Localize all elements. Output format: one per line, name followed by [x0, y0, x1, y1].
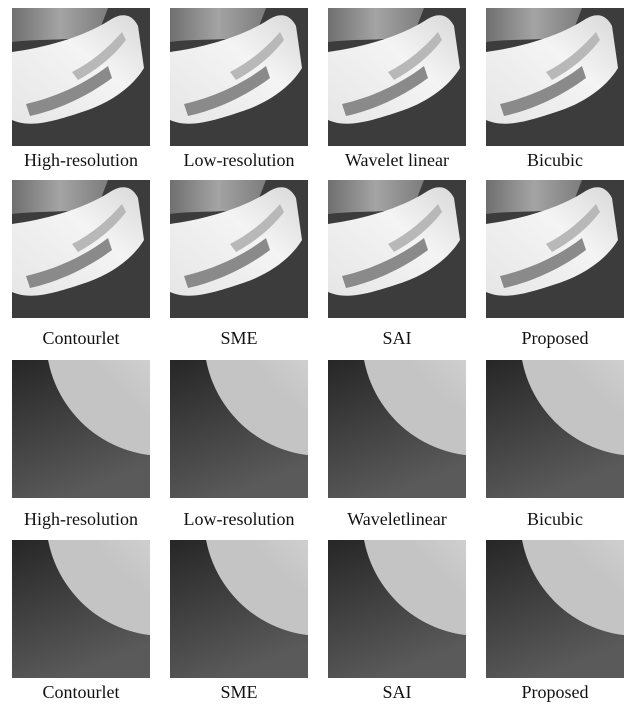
image-panel — [170, 180, 308, 318]
image-panel — [328, 8, 466, 146]
caption: SME — [220, 328, 257, 348]
caption: High-resolution — [24, 150, 138, 170]
image-panel — [12, 180, 150, 318]
image-panel — [170, 8, 308, 146]
caption: Contourlet — [43, 328, 120, 348]
caption: Wavelet linear — [345, 150, 449, 170]
image-panel — [12, 8, 150, 146]
caption: SME — [220, 682, 257, 702]
caption: SAI — [382, 328, 411, 348]
caption: SAI — [382, 682, 411, 702]
caption: Waveletlinear — [347, 509, 447, 529]
caption: High-resolution — [24, 509, 138, 529]
image-panel — [486, 8, 624, 146]
image-panel — [486, 180, 624, 318]
image-panel — [328, 180, 466, 318]
caption: Bicubic — [527, 509, 583, 529]
caption: Bicubic — [527, 150, 583, 170]
caption: Low-resolution — [184, 509, 295, 529]
caption: Proposed — [522, 682, 589, 702]
caption: Proposed — [522, 328, 589, 348]
figure: High-resolution Low-resolution Wavelet lin… — [0, 0, 627, 706]
caption: Contourlet — [43, 682, 120, 702]
page: High-resolution Low-resolution Wavelet lin… — [0, 0, 627, 706]
caption: Low-resolution — [184, 150, 295, 170]
